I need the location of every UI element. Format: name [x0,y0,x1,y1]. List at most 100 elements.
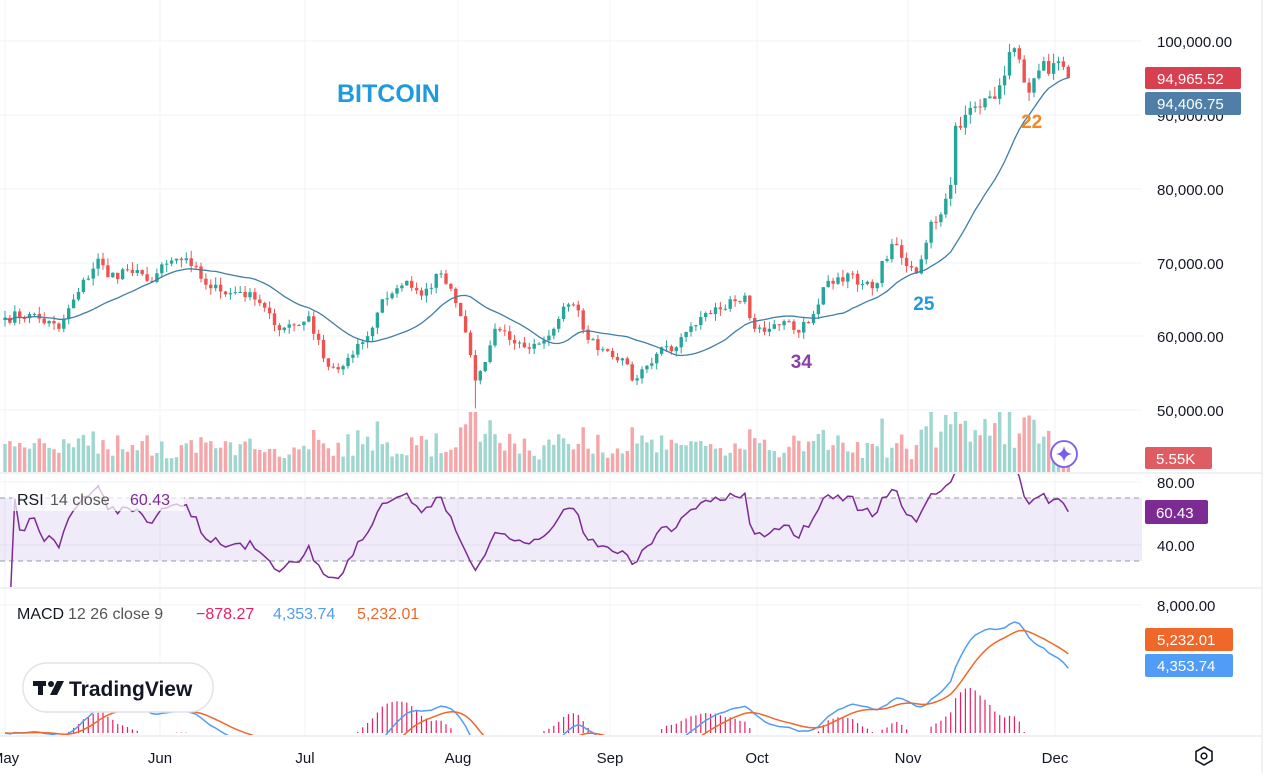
candle-body [571,304,576,306]
volume-bar [929,412,933,472]
volume-bar [498,442,502,472]
candle-body [483,362,487,372]
candle-body [581,310,585,330]
candle-body [498,328,502,331]
candle-body [826,280,830,288]
volume-bar [689,441,693,472]
volume-bar [184,443,188,472]
volume-bar [664,449,669,472]
candle-body [723,308,727,310]
volume-bar [557,434,561,472]
volume-bar [380,444,384,472]
volume-bar [67,443,71,472]
candle-body [669,346,674,352]
candle-body [272,313,277,326]
candle-body [713,307,718,315]
rsi-legend-label[interactable]: RSI [17,492,44,509]
candle-body [160,264,164,274]
wave-annotation: 25 [913,294,935,315]
candle-body [630,364,634,381]
candle-body [787,321,791,323]
volume-bar [1037,443,1041,472]
candle-body [336,367,340,370]
candle-body [880,260,884,284]
volume-bar [233,455,237,472]
volume-bar [978,435,982,472]
settings-button[interactable] [1195,746,1213,766]
volume-bar [218,447,223,472]
volume-bar [895,443,899,472]
volume-bar [939,431,943,472]
time-tick: Aug [445,750,472,767]
volume-bar [410,437,414,472]
volume-bar [292,447,296,472]
chart-title: BITCOIN [337,80,440,108]
volume-bar [831,445,835,472]
candle-body [410,280,414,288]
macd-legend-label[interactable]: MACD [17,606,64,623]
volume-bar [571,449,576,472]
candle-body [292,324,296,326]
candle-body [689,326,693,332]
volume-bar [708,444,713,472]
volume-bar [718,448,723,472]
price-axis[interactable]: 100,000.0090,000.0080,000.0070,000.0060,… [1157,34,1232,420]
volume-bar [135,450,139,472]
time-axis[interactable]: May Jun Jul Aug Sep Oct Nov Dec [0,750,1069,767]
volume-bar [42,443,46,472]
price-tick: 60,000.00 [1157,329,1224,346]
candle-body [258,299,262,303]
volume-bar [547,439,551,472]
volume-bar [1027,415,1031,472]
candle-body [135,269,139,273]
volume-bar [449,449,453,472]
candle-body [454,288,458,303]
candle-body [1027,82,1031,93]
volume-bar [76,438,81,472]
volume-bar [596,434,600,472]
candle-body [816,304,821,315]
volume-bar [944,414,948,472]
volume-bar [361,444,365,472]
candle-body [248,292,252,298]
candles [3,43,1070,409]
volume-bar [669,439,674,472]
candle-body [860,284,865,286]
candle-body [699,317,703,326]
candle-body [1017,48,1021,60]
tradingview-logo[interactable]: TradingView [22,662,214,713]
assistant-button[interactable] [1050,440,1078,468]
volume-bar [414,445,419,472]
candle-body [493,328,497,346]
candle-body [635,378,639,381]
volume-bar [576,443,580,472]
volume-bar [331,455,335,472]
tradingview-mark-icon [33,681,64,695]
rsi-line [10,474,1069,587]
candle-body [351,354,355,358]
volume-bar [674,443,678,472]
volume-bar [1012,447,1017,472]
candle-body [610,350,615,358]
candle-body [253,292,257,300]
last-price-value: 94,965.52 [1157,71,1224,88]
volume-bar [277,456,282,472]
volume-bar [924,426,928,472]
candle-body [939,214,943,223]
candle-body [62,319,66,329]
volume-bar [733,443,737,472]
candle-body [865,281,870,285]
ma-price-value: 94,406.75 [1157,96,1224,113]
volume-bar [1022,417,1026,472]
volume-bar [223,441,228,472]
time-tick: Jul [295,750,314,767]
volume-bar [532,455,536,472]
candle-body [542,340,546,344]
candle-body [821,287,825,305]
candle-body [1061,61,1066,67]
candle-body [86,278,90,280]
candle-body [831,280,835,284]
volume-bar [140,441,144,472]
candle-body [900,245,904,258]
